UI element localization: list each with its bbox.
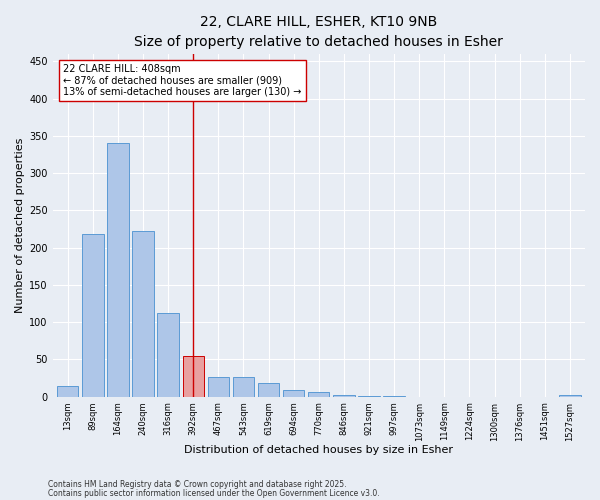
Bar — [157, 313, 179, 396]
Y-axis label: Number of detached properties: Number of detached properties — [15, 138, 25, 313]
Bar — [283, 390, 304, 396]
X-axis label: Distribution of detached houses by size in Esher: Distribution of detached houses by size … — [184, 445, 454, 455]
Bar — [57, 386, 79, 396]
Title: 22, CLARE HILL, ESHER, KT10 9NB
Size of property relative to detached houses in : 22, CLARE HILL, ESHER, KT10 9NB Size of … — [134, 15, 503, 48]
Bar — [559, 395, 581, 396]
Bar — [82, 234, 104, 396]
Bar — [308, 392, 329, 396]
Text: Contains HM Land Registry data © Crown copyright and database right 2025.: Contains HM Land Registry data © Crown c… — [48, 480, 347, 489]
Bar — [233, 378, 254, 396]
Bar — [107, 144, 128, 396]
Bar — [258, 384, 279, 396]
Bar — [333, 395, 355, 396]
Bar — [208, 378, 229, 396]
Bar — [133, 231, 154, 396]
Text: 22 CLARE HILL: 408sqm
← 87% of detached houses are smaller (909)
13% of semi-det: 22 CLARE HILL: 408sqm ← 87% of detached … — [63, 64, 302, 98]
Text: Contains public sector information licensed under the Open Government Licence v3: Contains public sector information licen… — [48, 488, 380, 498]
Bar — [182, 356, 204, 397]
